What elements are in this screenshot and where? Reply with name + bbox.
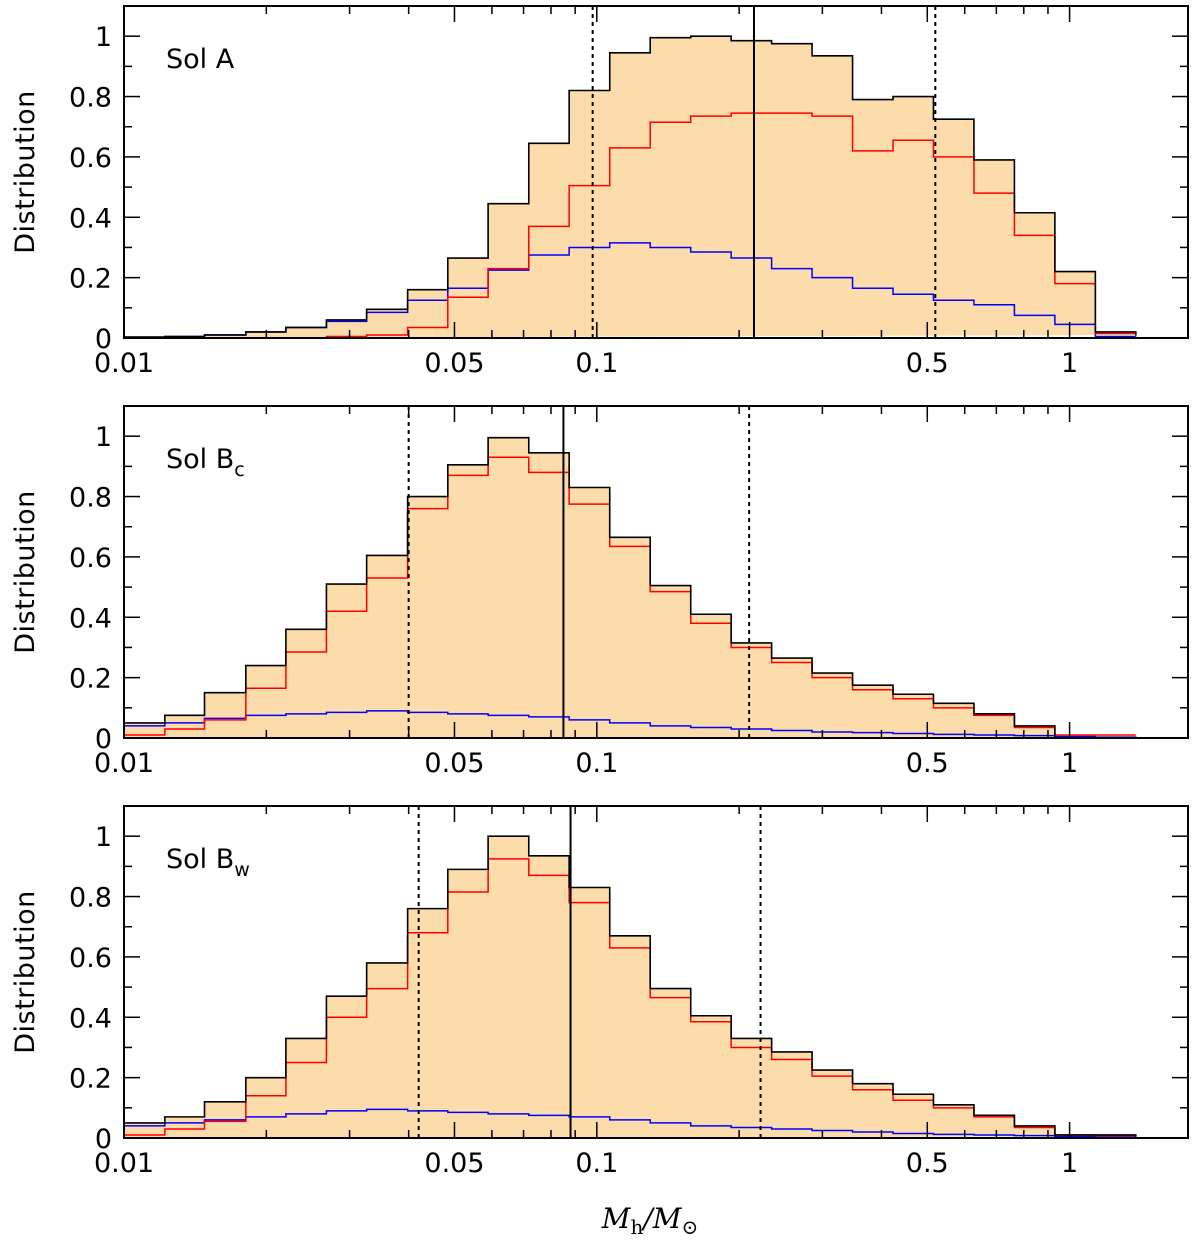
x-tick-label: 1 <box>1061 748 1078 779</box>
ticks <box>123 806 1188 1139</box>
panel-label: Sol Bw <box>166 844 250 881</box>
x-tick-label: 0.1 <box>575 1148 618 1179</box>
y-tick-label: 0 <box>95 324 112 355</box>
y-tick-label: 0.6 <box>69 143 112 174</box>
y-tick-label: 0.4 <box>69 203 112 234</box>
x-tick-label: 0.01 <box>94 348 154 379</box>
x-tick-label: 1 <box>1061 348 1078 379</box>
y-axis-label: Distribution <box>10 490 41 654</box>
x-tick-label: 1 <box>1061 1148 1078 1179</box>
y-tick-label: 0 <box>95 724 112 755</box>
panel-2: 0 0.2 0.4 0.6 0.8 1 0.01 0.05 0.1 0.5 1 Distributio… <box>10 405 1189 779</box>
histogram-line-blue <box>124 1108 1137 1138</box>
histogram-line-blue <box>124 710 1137 738</box>
histogram-line-total <box>124 436 1136 738</box>
histogram-fill-total <box>124 36 1136 338</box>
x-tick-label: 0.05 <box>424 348 484 379</box>
panel-1: 0 0.2 0.4 0.6 0.8 1 0.01 0.05 0.1 0.5 1 Distributio… <box>10 5 1189 379</box>
panel-3: 0 0.2 0.4 0.6 0.8 1 0.01 0.05 0.1 0.5 1 Distributio… <box>10 805 1189 1179</box>
x-axis-title: Mh/M⊙ <box>601 1202 698 1239</box>
ticks <box>123 6 1188 339</box>
y-axis-label: Distribution <box>10 890 41 1054</box>
x-tick-label: 0.1 <box>575 748 618 779</box>
histogram-line-total <box>124 835 1137 1137</box>
x-tick-label: 0.01 <box>94 748 154 779</box>
y-tick-label: 0.2 <box>69 664 112 695</box>
histogram-line-total <box>124 35 1137 338</box>
y-tick-label: 0.8 <box>69 483 112 514</box>
x-tick-label: 0.01 <box>94 1148 154 1179</box>
ticks <box>123 406 1188 739</box>
x-tick-label: 0.5 <box>906 1148 949 1179</box>
x-tick-label: 0.5 <box>906 748 949 779</box>
axes-frame <box>123 405 1189 739</box>
y-tick-label: 0.6 <box>69 543 112 574</box>
y-tick-label: 1 <box>95 822 112 853</box>
histogram-fill-total <box>124 836 1136 1138</box>
y-tick-label: 0.2 <box>69 264 112 295</box>
y-tick-label: 0.4 <box>69 1003 112 1034</box>
panel-label: Sol A <box>166 44 235 75</box>
x-tick-label: 0.5 <box>906 348 949 379</box>
plot-area <box>124 835 1137 1138</box>
panels: 0 0.2 0.4 0.6 0.8 1 0.01 0.05 0.1 0.5 1 Distributio… <box>10 5 1189 1179</box>
plot-area <box>124 436 1137 738</box>
panel-label: Sol Bc <box>166 444 245 481</box>
x-tick-label: 0.1 <box>575 348 618 379</box>
y-axis-label: Distribution <box>10 90 41 254</box>
y-tick-label: 0.4 <box>69 603 112 634</box>
y-tick-label: 0.8 <box>69 83 112 114</box>
y-tick-label: 0 <box>95 1124 112 1155</box>
y-tick-label: 0.8 <box>69 883 112 914</box>
y-tick-label: 1 <box>95 422 112 453</box>
histogram-fill-total <box>124 437 1136 738</box>
y-tick-label: 1 <box>95 22 112 53</box>
y-tick-label: 0.2 <box>69 1064 112 1095</box>
x-tick-label: 0.05 <box>424 1148 484 1179</box>
plot-area <box>124 35 1137 338</box>
axes-frame <box>123 5 1189 339</box>
histogram-line-red <box>124 112 1137 338</box>
x-tick-label: 0.05 <box>424 748 484 779</box>
y-tick-label: 0.6 <box>69 943 112 974</box>
axes-frame <box>123 805 1189 1139</box>
